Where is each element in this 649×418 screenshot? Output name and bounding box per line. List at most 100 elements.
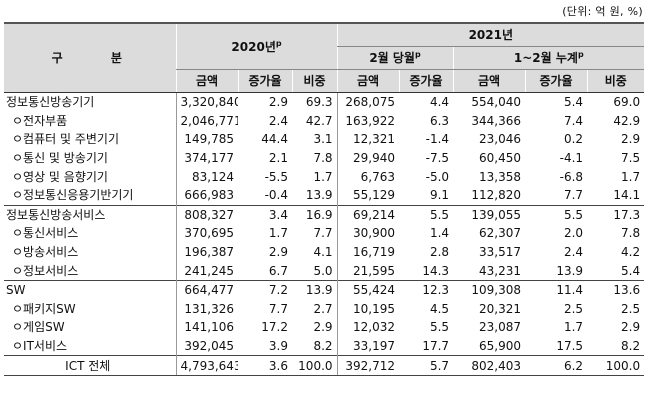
cell-v2020-amount: 374,177 — [175, 148, 238, 168]
cell-feb-growth: -5.0 — [425, 169, 450, 184]
header-amount: 금액 — [452, 69, 526, 93]
cell-feb-amount: 12,032 — [336, 318, 400, 337]
cell-v2020-amount: 131,326 — [175, 299, 238, 319]
cell-v2020-amount: 141,106 — [175, 318, 238, 337]
table-body: 정보통신방송기기 3,320,840 2.9 69.3 268,075 4.4 554,04… — [4, 91, 645, 376]
table-header: 구 분 2020년p 2021년 2월 당월p 1~2월 누계p 금액 증가율 … — [4, 22, 645, 93]
cell-cum-share: 42.9 — [613, 113, 641, 128]
cell-v2020-growth: 44.4 — [261, 132, 288, 147]
header-growth: 증가율 — [237, 69, 292, 93]
cell-cum-amount: 65,900 — [479, 339, 522, 354]
cell-v2020-share: 16.9 — [292, 204, 338, 225]
cell-feb-amount: 30,900 — [336, 224, 400, 243]
table-row: ㅇIT서비스 392,045 3.9 8.2 33,197 17.7 65,900 17.5 8… — [4, 336, 644, 356]
cell-feb-growth: 9.1 — [429, 188, 450, 203]
cell-feb-growth: 17.7 — [422, 339, 450, 354]
cell-v2020-amount: 3,320,840 — [175, 91, 238, 112]
cell-cum-growth: 7.7 — [563, 188, 584, 203]
row-label: 정보통신방송서비스 — [4, 204, 176, 225]
header-year-2020: 2020년p — [175, 22, 338, 70]
table-row: ㅇ정보통신응용기반기기 666,983 -0.4 13.9 55,129 9.1 112,8… — [4, 185, 644, 206]
cell-v2020-amount: 4,793,643 — [175, 355, 238, 376]
cell-v2020-amount: 196,387 — [175, 242, 238, 262]
header-jan-feb-cumulative: 1~2월 누계p — [452, 46, 645, 70]
header-growth: 증가율 — [524, 69, 588, 93]
cell-cum-amount: 23,087 — [479, 320, 522, 335]
cell-cum-growth: 1.7 — [563, 320, 584, 335]
cell-cum-share: 17.3 — [587, 204, 645, 225]
cell-v2020-share: 2.9 — [313, 320, 333, 335]
cell-v2020-share: 7.8 — [313, 151, 333, 166]
cell-v2020-share: 1.7 — [313, 169, 333, 184]
header-category: 구 분 — [4, 22, 176, 93]
header-amount: 금액 — [336, 69, 400, 93]
cell-v2020-growth: 2.9 — [268, 245, 288, 260]
row-label: ㅇ정보통신응용기반기기 — [12, 188, 134, 203]
header-year-2021: 2021년 — [336, 22, 645, 47]
header-share: 비중 — [586, 69, 645, 93]
cell-cum-growth: 5.5 — [525, 204, 588, 225]
cell-v2020-share: 2.7 — [313, 301, 333, 316]
cell-cum-share: 1.7 — [621, 169, 641, 184]
cell-v2020-growth: 7.2 — [238, 279, 292, 300]
cell-v2020-amount: 370,695 — [175, 224, 238, 243]
cell-cum-growth: 2.0 — [563, 226, 584, 241]
cell-feb-growth: 2.8 — [429, 245, 450, 260]
cell-feb-growth: 5.5 — [429, 320, 450, 335]
cell-feb-amount: 6,763 — [336, 167, 400, 186]
cell-cum-growth: -4.1 — [559, 151, 584, 166]
cell-feb-amount: 21,595 — [336, 261, 400, 281]
cell-cum-growth: 5.4 — [525, 91, 588, 112]
cell-cum-share: 69.0 — [587, 91, 645, 112]
cell-v2020-share: 7.7 — [313, 226, 333, 241]
table-row: ICT 전체 4,793,643 3.6 100.0 392,712 5.7 802,403… — [4, 355, 645, 376]
cell-v2020-share: 5.0 — [313, 263, 333, 278]
table-row: ㅇ정보서비스 241,245 6.7 5.0 21,595 14.3 43,231 13.9 5… — [4, 261, 644, 281]
table-row: ㅇ패키지SW 131,326 7.7 2.7 10,195 4.5 20,321 2.5 2.5 — [4, 299, 644, 319]
cell-v2020-share: 8.2 — [313, 339, 333, 354]
table-row: 정보통신방송서비스 808,327 3.4 16.9 69,214 5.5 139,055 5… — [4, 204, 645, 225]
row-label: ㅇ게임SW — [12, 320, 65, 335]
cell-cum-growth: 2.4 — [563, 245, 584, 260]
cell-cum-share: 2.9 — [621, 320, 641, 335]
unit-note: (단위: 억 원, %) — [562, 5, 643, 18]
cell-feb-amount: 33,197 — [336, 336, 400, 356]
header-feb-current: 2월 당월p — [336, 46, 454, 70]
cell-v2020-growth: -5.5 — [264, 169, 288, 184]
row-label: SW — [4, 279, 176, 300]
cell-cum-amount: 13,358 — [479, 169, 522, 184]
cell-cum-growth: 11.4 — [525, 279, 588, 300]
row-label: 정보통신방송기기 — [4, 91, 176, 112]
cell-v2020-share: 3.1 — [313, 132, 333, 147]
cell-cum-amount: 109,308 — [453, 279, 526, 300]
cell-feb-amount: 55,129 — [336, 185, 400, 206]
header-share: 비중 — [291, 69, 338, 93]
table-row: ㅇ방송서비스 196,387 2.9 4.1 16,719 2.8 33,517 2.4 4.2 — [4, 242, 644, 262]
cell-v2020-share: 13.9 — [305, 188, 333, 203]
cell-feb-amount: 10,195 — [336, 299, 400, 319]
cell-cum-growth: 0.2 — [563, 132, 584, 147]
cell-cum-share: 100.0 — [587, 355, 645, 376]
cell-cum-amount: 20,321 — [479, 301, 522, 316]
cell-v2020-amount: 664,477 — [175, 279, 238, 300]
cell-cum-growth: 6.2 — [525, 355, 588, 376]
cell-cum-amount: 43,231 — [479, 263, 522, 278]
cell-feb-growth: 5.5 — [399, 204, 454, 225]
row-label: ㅇ패키지SW — [12, 301, 76, 316]
cell-v2020-share: 42.7 — [305, 113, 333, 128]
cell-v2020-share: 69.3 — [292, 91, 338, 112]
cell-feb-growth: -7.5 — [425, 151, 450, 166]
row-label: ㅇ컴퓨터 및 주변기기 — [12, 132, 119, 147]
cell-v2020-amount: 83,124 — [175, 167, 238, 186]
header-growth: 증가율 — [398, 69, 454, 93]
cell-v2020-growth: 7.7 — [268, 301, 288, 316]
cell-cum-amount: 62,307 — [479, 226, 522, 241]
cell-feb-amount: 392,712 — [336, 355, 400, 376]
cell-v2020-amount: 149,785 — [175, 130, 238, 149]
table-row: ㅇ통신서비스 370,695 1.7 7.7 30,900 1.4 62,307 2.0 7.8 — [4, 224, 644, 243]
cell-cum-amount: 23,046 — [479, 132, 522, 147]
cell-v2020-growth: 1.7 — [268, 226, 288, 241]
cell-cum-share: 13.6 — [587, 279, 645, 300]
cell-cum-growth: 13.9 — [556, 263, 584, 278]
cell-v2020-amount: 2,046,771 — [175, 111, 238, 131]
